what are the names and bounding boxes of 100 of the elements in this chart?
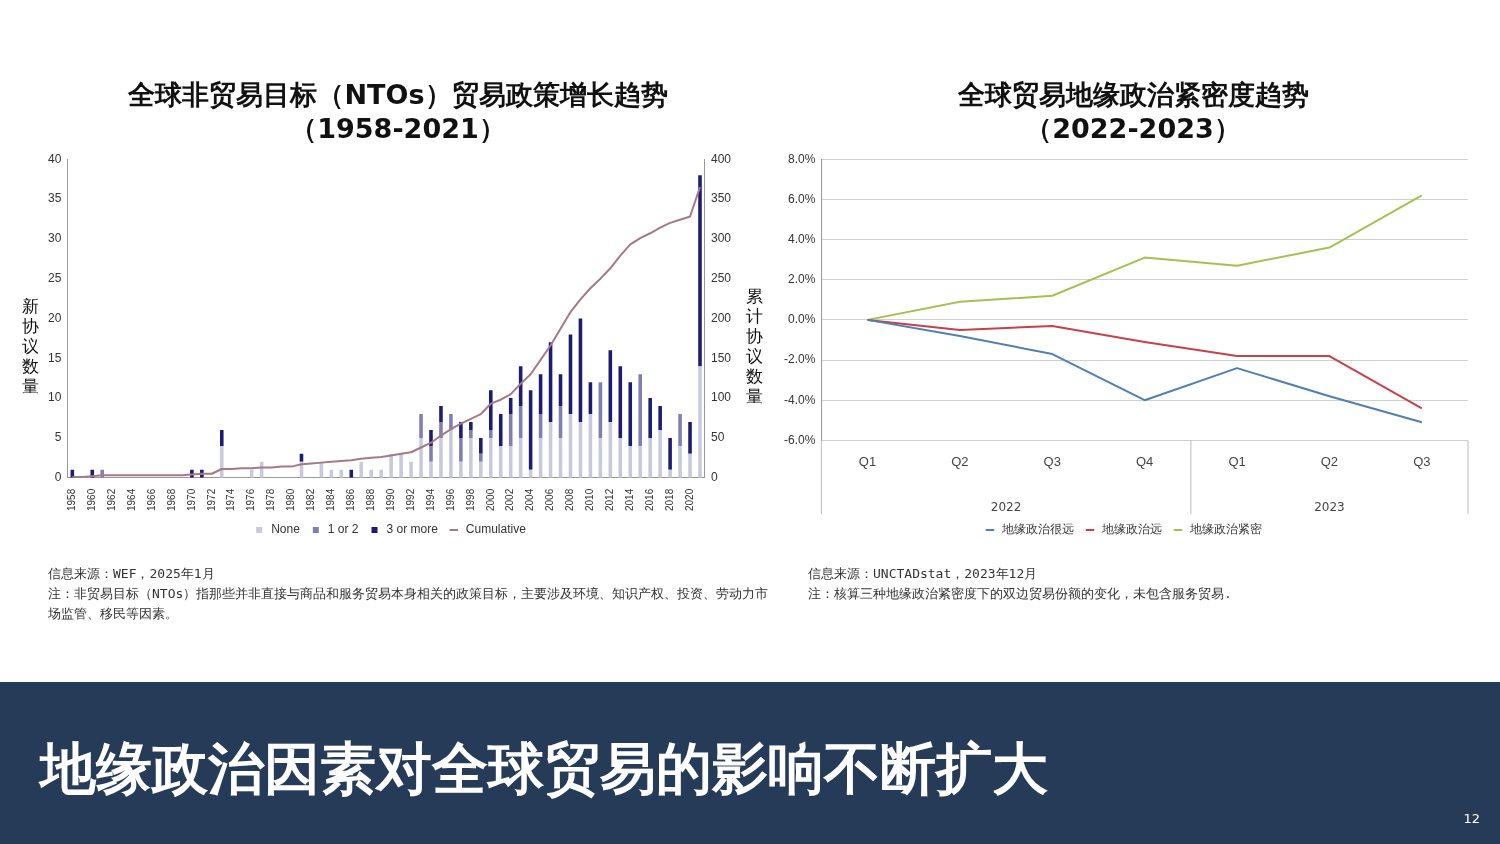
bar <box>628 382 633 446</box>
bar <box>419 437 423 478</box>
y-tick-label: 10 <box>47 390 62 405</box>
x-tick-label: Q4 <box>1136 453 1154 469</box>
x-tick-label: Q3 <box>1043 453 1061 469</box>
bar <box>678 445 682 478</box>
legend-label: 地缘政治远 <box>1101 522 1162 537</box>
bar <box>399 453 403 478</box>
text: 注：核算三种地缘政治紧密度下的双边贸易份额的变化，未包含服务贸易. <box>808 585 1233 603</box>
y-axis-title: 新协议数量 <box>21 296 39 396</box>
y-tick-label: 40 <box>47 151 62 166</box>
y2-tick-label: 350 <box>710 191 732 206</box>
bar <box>419 414 423 438</box>
x-tick-label: 2000 <box>484 488 496 511</box>
x-tick-label: 1984 <box>325 488 337 511</box>
x-tick-label: 2006 <box>544 488 556 511</box>
bar <box>469 422 473 430</box>
y2-tick-label: 300 <box>710 231 732 246</box>
y-tick-label: 35 <box>47 191 62 206</box>
legend-label: 3 or more <box>386 522 439 537</box>
bar <box>678 414 682 446</box>
y2-tick-label: 0 <box>710 470 718 485</box>
text: 12 <box>1463 811 1480 826</box>
bar <box>469 429 473 438</box>
chart-title: 全球贸易地缘政治紧密度趋势（2022-2023） <box>956 78 1310 146</box>
x-tick-label: Q3 <box>1413 453 1431 469</box>
x-tick-label: 2004 <box>524 488 536 511</box>
x-tick-label: 1994 <box>424 488 436 511</box>
legend-label: Cumulative <box>465 522 527 537</box>
bar <box>488 390 493 430</box>
bar <box>219 445 224 478</box>
bar <box>668 469 672 478</box>
x-tick-label: 1998 <box>464 488 476 511</box>
x-tick-label: 1968 <box>165 488 177 511</box>
x-tick-label: 2012 <box>604 488 616 511</box>
bar <box>479 461 483 478</box>
x-tick-label: 2010 <box>584 488 596 511</box>
bar <box>628 445 633 478</box>
bar <box>389 453 393 478</box>
bar <box>459 437 463 462</box>
x-tick-label: 1964 <box>125 488 137 511</box>
legend-label: 地缘政治很远 <box>1001 522 1074 537</box>
x-tick-label: Q2 <box>1320 453 1339 469</box>
x-tick-label: 2014 <box>624 488 636 511</box>
bar <box>449 429 453 478</box>
legend-label: None <box>271 522 301 537</box>
bar <box>479 453 483 462</box>
x-tick-label: 1974 <box>225 488 237 511</box>
y2-tick-label: 150 <box>710 350 732 365</box>
x-tick-label: 1976 <box>245 488 257 511</box>
bar <box>349 469 354 478</box>
y-tick-label: 4.0% <box>787 231 816 246</box>
x-tick-label: 1992 <box>404 488 416 511</box>
bar <box>658 429 662 478</box>
x-tick-label: 1986 <box>345 488 357 511</box>
bar <box>369 469 374 478</box>
legend-label: 地缘政治紧密 <box>1189 522 1262 537</box>
x-tick-label: 1962 <box>105 488 117 511</box>
y-tick-label: 2.0% <box>787 272 816 287</box>
bar <box>439 406 443 423</box>
bar <box>638 445 643 478</box>
y2-tick-label: 200 <box>710 310 732 325</box>
x-tick-label: 1980 <box>285 488 297 511</box>
x-tick-label: 2016 <box>643 488 655 511</box>
y-tick-label: 0.0% <box>787 312 816 327</box>
bar <box>488 437 493 478</box>
x-tick-label: 2020 <box>683 488 695 511</box>
y2-tick-label: 50 <box>710 430 725 445</box>
x-tick-label: Q1 <box>1228 453 1246 469</box>
y-tick-label: 20 <box>47 310 62 325</box>
x-tick-label: 1958 <box>66 488 78 511</box>
y-tick-label: 6.0% <box>787 191 816 206</box>
x-tick-label: 1960 <box>86 488 98 511</box>
bar <box>668 437 672 470</box>
bar <box>359 461 364 478</box>
bar <box>479 437 483 454</box>
text: 注：非贸易目标（NTOs）指那些并非直接与商品和服务贸易本身相关的政策目标，主要涉及环境、知识产权、投资、劳动力市场监管、移民等因素。 <box>48 585 770 623</box>
x-tick-label: 1990 <box>384 488 396 511</box>
x-tick-label: Q2 <box>951 453 969 469</box>
bar <box>688 422 692 454</box>
x-tick-label: 1996 <box>444 488 456 511</box>
bar <box>648 398 652 438</box>
y2-tick-label: 250 <box>710 270 732 285</box>
bar <box>638 374 643 446</box>
bar <box>498 414 503 446</box>
bar <box>498 445 503 478</box>
x-tick-label: Q1 <box>858 453 877 469</box>
legend-label: 1 or 2 <box>327 522 359 537</box>
text: 信息来源：UNCTADstat，2023年12月 <box>808 565 1039 583</box>
x-tick-label: 1966 <box>145 488 157 511</box>
y-tick-label: -6.0% <box>783 432 816 447</box>
text: 2022 <box>990 500 1022 515</box>
bar <box>459 461 463 478</box>
bar <box>429 445 433 462</box>
x-tick-label: 1988 <box>364 488 376 511</box>
y2-tick-label: 100 <box>710 390 732 405</box>
x-tick-label: 2008 <box>564 488 576 511</box>
y-tick-label: 15 <box>47 350 62 365</box>
x-tick-label: 1982 <box>305 488 317 511</box>
bar <box>648 437 652 478</box>
